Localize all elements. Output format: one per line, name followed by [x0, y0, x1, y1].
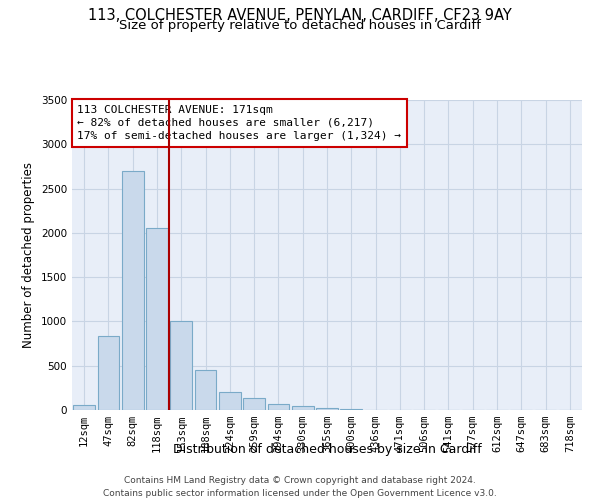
Bar — [243, 398, 265, 410]
Text: Distribution of detached houses by size in Cardiff: Distribution of detached houses by size … — [173, 442, 481, 456]
Bar — [340, 409, 362, 410]
Bar — [73, 405, 95, 410]
Bar — [170, 322, 192, 410]
Text: 113 COLCHESTER AVENUE: 171sqm
← 82% of detached houses are smaller (6,217)
17% o: 113 COLCHESTER AVENUE: 171sqm ← 82% of d… — [77, 104, 401, 141]
Bar — [316, 408, 338, 410]
Bar — [97, 336, 119, 410]
Text: Contains HM Land Registry data © Crown copyright and database right 2024.
Contai: Contains HM Land Registry data © Crown c… — [103, 476, 497, 498]
Text: Size of property relative to detached houses in Cardiff: Size of property relative to detached ho… — [119, 19, 481, 32]
Bar — [122, 171, 143, 410]
Bar — [194, 370, 217, 410]
Text: 113, COLCHESTER AVENUE, PENYLAN, CARDIFF, CF23 9AY: 113, COLCHESTER AVENUE, PENYLAN, CARDIFF… — [88, 8, 512, 22]
Y-axis label: Number of detached properties: Number of detached properties — [22, 162, 35, 348]
Bar — [219, 392, 241, 410]
Bar — [268, 404, 289, 410]
Bar — [146, 228, 168, 410]
Bar — [292, 406, 314, 410]
